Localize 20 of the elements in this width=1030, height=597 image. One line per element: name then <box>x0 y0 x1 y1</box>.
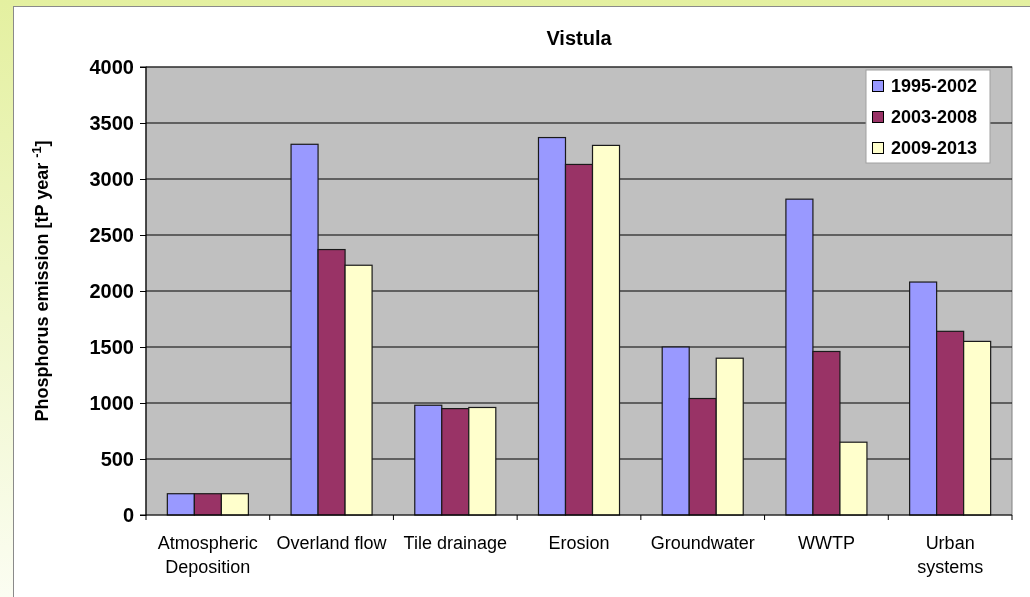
x-tick-label: Atmospheric Deposition <box>157 533 258 577</box>
y-tick-label: 2500 <box>89 223 134 246</box>
x-tick-label: WWTP <box>797 533 855 553</box>
x-tick-label: Overland flow <box>276 533 388 553</box>
y-tick-label: 0 <box>122 503 134 526</box>
chart-title: Vistula <box>546 27 613 49</box>
x-tick-label: Groundwater <box>650 533 755 553</box>
y-tick-label: 3500 <box>89 111 134 134</box>
x-tick-label: Urban systems <box>917 533 984 577</box>
y-tick-label: 2000 <box>89 279 134 302</box>
x-tick-label: Tile drainage <box>403 533 507 553</box>
legend-label: 2009-2013 <box>891 138 978 159</box>
legend-label: 2003-2008 <box>891 107 978 128</box>
y-tick-label: 3000 <box>89 167 134 190</box>
y-tick-label: 1000 <box>89 391 134 414</box>
y-tick-label: 4000 <box>89 55 134 78</box>
legend-label: 1995-2002 <box>891 76 978 97</box>
y-tick-label: 1500 <box>89 335 134 358</box>
y-tick-label: 500 <box>100 447 134 470</box>
x-tick-label: Erosion <box>548 533 610 553</box>
